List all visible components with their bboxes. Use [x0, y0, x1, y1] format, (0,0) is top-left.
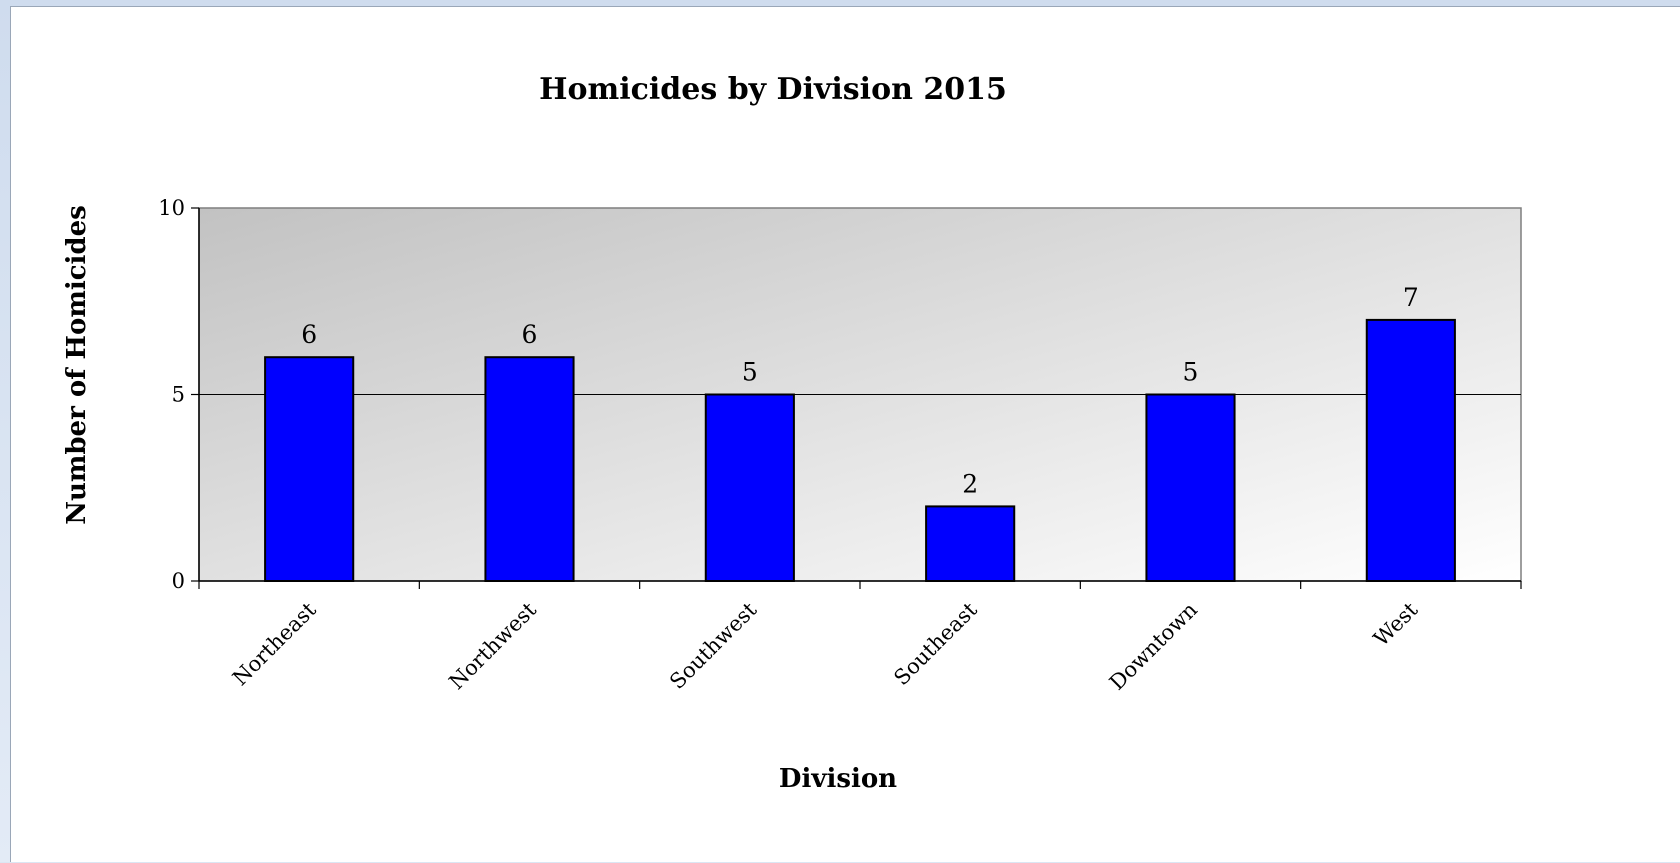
bar-northeast	[264, 356, 355, 583]
y-tick-label: 10	[158, 196, 185, 220]
data-label: 6	[522, 320, 538, 349]
bar-chart: Homicides by Division 2015 Number of Hom…	[62, 72, 1522, 794]
data-label: 5	[1183, 358, 1199, 387]
x-axis-title: Division	[779, 764, 897, 794]
y-tick-label: 5	[172, 383, 185, 407]
category-label: Southeast	[889, 597, 982, 690]
bar-downtown	[1145, 393, 1236, 582]
bar-northwest	[484, 356, 575, 583]
category-label: Southwest	[665, 597, 762, 694]
category-label: Downtown	[1105, 598, 1202, 695]
category-label: Northeast	[228, 597, 321, 690]
category-label: Northwest	[444, 597, 541, 694]
y-axis-title: Number of Homicides	[62, 205, 92, 525]
data-label: 6	[301, 320, 317, 349]
bar-southwest	[704, 393, 795, 582]
y-tick-label: 0	[172, 569, 185, 593]
bar-southeast	[925, 505, 1016, 582]
data-label: 2	[962, 469, 978, 498]
plot-area: 0 5 10 6 Northeast 6 Northwest 5 Southwest 2 South…	[158, 196, 1522, 695]
data-label: 7	[1403, 283, 1419, 312]
chart-area: Homicides by Division 2015 Number of Hom…	[10, 6, 1680, 862]
category-label: West	[1369, 597, 1423, 651]
chart-title: Homicides by Division 2015	[539, 72, 1007, 107]
data-label: 5	[742, 358, 758, 387]
bar-west	[1365, 318, 1456, 582]
